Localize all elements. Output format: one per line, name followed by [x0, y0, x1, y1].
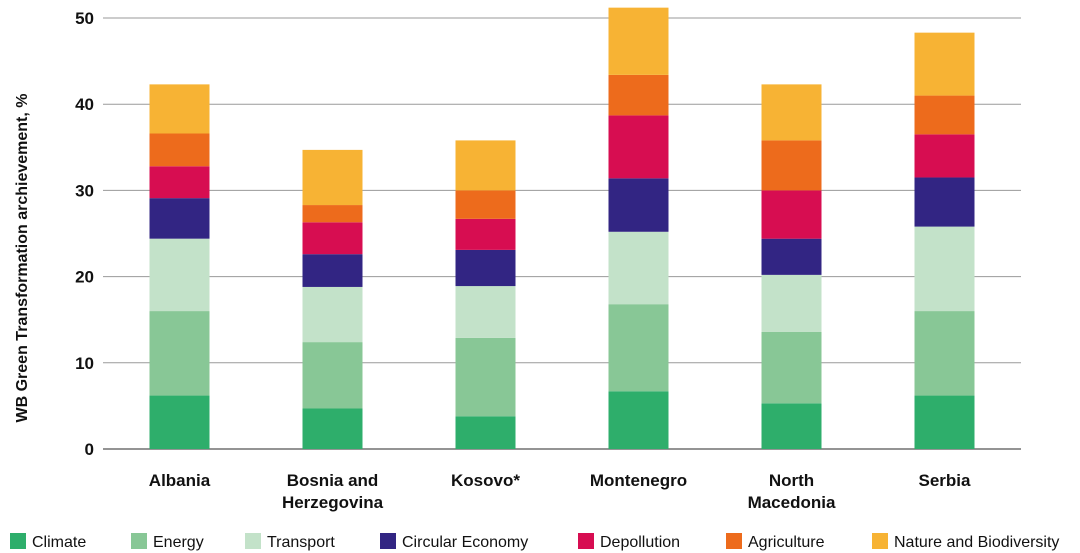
y-tick-label: 30: [75, 181, 94, 200]
x-category-label: Kosovo*: [451, 471, 520, 490]
bar-segment: [455, 286, 516, 338]
bar-segment: [455, 190, 516, 219]
bar-segment: [149, 198, 210, 239]
legend-label: Climate: [32, 534, 86, 551]
y-tick-label: 40: [75, 95, 94, 114]
legend: Climate Energy Transport Circular Economy De…: [10, 533, 1059, 551]
legend-label: Depollution: [600, 534, 680, 551]
x-category-label: Macedonia: [748, 493, 836, 512]
y-tick-label: 50: [75, 9, 94, 28]
x-axis-category-labels: Albania Bosnia and Herzegovina Kosovo* Monte…: [149, 471, 971, 512]
x-category-label: North: [769, 471, 814, 490]
bar-segment: [608, 391, 669, 449]
bar-segment: [914, 95, 975, 135]
bar-segment: [608, 74, 669, 116]
x-category-label: Montenegro: [590, 471, 687, 490]
bar-segment: [761, 140, 822, 191]
legend-swatch: [578, 533, 594, 549]
x-category-label: Bosnia and: [287, 471, 379, 490]
y-tick-label: 10: [75, 354, 94, 373]
bar-segment: [302, 342, 363, 409]
bar-segment: [455, 249, 516, 287]
bar-segment: [914, 395, 975, 449]
bar-segment: [914, 226, 975, 312]
bar-segment: [302, 408, 363, 449]
bar-segment: [914, 32, 975, 96]
bar-segment: [608, 7, 669, 75]
bar-segment: [302, 149, 363, 206]
y-axis-ticks: 0 10 20 30 40 50: [75, 9, 94, 459]
legend-label: Transport: [267, 534, 335, 551]
bar-segment: [302, 205, 363, 223]
bar-segment: [455, 416, 516, 449]
bar-segment: [761, 331, 822, 404]
legend-label: Agriculture: [748, 534, 825, 551]
bar-segment: [455, 140, 516, 191]
bar-segment: [149, 133, 210, 167]
bar-segment: [149, 238, 210, 312]
bar-segment: [455, 218, 516, 250]
y-tick-label: 0: [85, 440, 94, 459]
legend-swatch: [380, 533, 396, 549]
legend-swatch: [726, 533, 742, 549]
y-tick-label: 20: [75, 268, 94, 287]
bar-segment: [149, 84, 210, 134]
bars: [149, 7, 975, 449]
bar-segment: [149, 166, 210, 199]
x-category-label: Serbia: [919, 471, 972, 490]
bar-segment: [914, 134, 975, 178]
bar-segment: [608, 178, 669, 232]
y-axis-title: WB Green Transformation archievement, %: [14, 94, 31, 423]
bar-segment: [914, 177, 975, 227]
bar-segment: [761, 238, 822, 275]
bar-segment: [608, 231, 669, 305]
bar-segment: [761, 84, 822, 141]
bar-segment: [302, 286, 363, 343]
bar-segment: [608, 304, 669, 392]
bar-segment: [302, 254, 363, 287]
x-category-label: Herzegovina: [282, 493, 384, 512]
legend-label: Nature and Biodiversity: [894, 534, 1059, 551]
legend-swatch: [872, 533, 888, 549]
bar-segment: [608, 115, 669, 179]
bar-segment: [149, 395, 210, 449]
bar-segment: [302, 222, 363, 255]
legend-swatch: [131, 533, 147, 549]
gridlines: [103, 17, 1021, 450]
bar-segment: [761, 403, 822, 449]
legend-label: Energy: [153, 534, 204, 551]
legend-label: Circular Economy: [402, 534, 528, 551]
bar-segment: [761, 274, 822, 332]
bar-segment: [149, 311, 210, 396]
legend-swatch: [10, 533, 26, 549]
bar-segment: [455, 337, 516, 417]
bar-segment: [761, 190, 822, 239]
legend-swatch: [245, 533, 261, 549]
bar-segment: [914, 311, 975, 396]
x-category-label: Albania: [149, 471, 211, 490]
